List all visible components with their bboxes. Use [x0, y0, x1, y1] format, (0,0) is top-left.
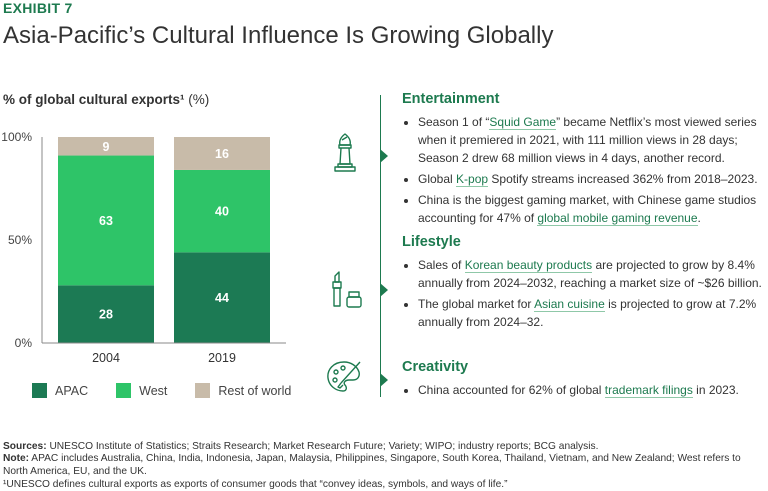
- legend-swatch: [32, 383, 47, 398]
- data-label: 28: [99, 308, 113, 322]
- bar-segment-west: [174, 169, 270, 253]
- bullet-item: Season 1 of “Squid Game” became Netflix’…: [418, 113, 764, 167]
- bullet-text: Season 1 of “: [418, 115, 490, 129]
- y-tick-label: 50%: [8, 233, 32, 247]
- lifestyle-arrow-icon: [380, 283, 388, 297]
- bullet-text: in 2023.: [692, 383, 739, 397]
- bullet-item: The global market for Asian cuisine is p…: [418, 295, 764, 331]
- bar-segment-rest-of-world: [58, 137, 154, 156]
- entertainment-arrow-icon: [380, 149, 388, 163]
- footer-footnote: ¹UNESCO defines cultural exports as expo…: [3, 479, 508, 490]
- section-title: Entertainment: [402, 91, 500, 107]
- bar-segment-west: [58, 155, 154, 286]
- bullet-item: China accounted for 62% of global tradem…: [418, 381, 764, 399]
- bullet-list: Sales of Korean beauty products are proj…: [402, 256, 764, 331]
- data-label: 63: [99, 214, 113, 228]
- legend-label: West: [139, 383, 168, 398]
- footer-note: Note: APAC includes Australia, China, In…: [3, 452, 765, 478]
- sources-label: Sources:: [3, 441, 47, 452]
- note-label: Note:: [3, 453, 30, 464]
- chart-title: % of global cultural exports¹ (%): [3, 92, 209, 107]
- x-tick-label: 2004: [92, 351, 120, 365]
- bullet-text: ” became Netflix’s most viewed series wh…: [418, 115, 757, 165]
- legend-label: Rest of world: [218, 383, 292, 398]
- bullet-text: China is the biggest gaming market, with…: [418, 193, 757, 225]
- legend-label: APAC: [55, 383, 89, 398]
- bullet-text: Sales of: [418, 258, 465, 272]
- legend-item: Rest of world: [195, 383, 291, 398]
- bullet-item: Sales of Korean beauty products are proj…: [418, 256, 764, 292]
- bullet-text: Spotify streams increased 362% from 2018…: [488, 172, 758, 186]
- highlight-link[interactable]: global mobile gaming revenue: [537, 211, 698, 226]
- data-label: 9: [103, 140, 110, 154]
- bullet-item: China is the biggest gaming market, with…: [418, 191, 764, 227]
- footer-sources: Sources: UNESCO Institute of Statistics;…: [3, 440, 765, 453]
- creativity-arrow-icon: [380, 373, 388, 387]
- legend-item: West: [116, 383, 167, 398]
- bar-segment-apac: [58, 285, 154, 343]
- bullet-text: is projected to grow at 7.2% annually fr…: [418, 297, 757, 329]
- section-title: Creativity: [402, 359, 469, 375]
- chart-title-unit: (%): [188, 92, 210, 107]
- data-label: 44: [215, 291, 229, 305]
- chart-title-text: % of global cultural exports¹: [3, 92, 185, 107]
- section-divider: [380, 95, 381, 397]
- section-creativity: Creativity China accounted for 62% of gl…: [402, 359, 764, 402]
- bar-segment-rest-of-world: [174, 137, 270, 170]
- section-lifestyle: Lifestyle Sales of Korean beauty product…: [402, 234, 764, 334]
- y-tick-label: 100%: [1, 130, 32, 144]
- highlight-link[interactable]: trademark filings: [604, 383, 693, 398]
- highlight-link[interactable]: K-pop: [456, 172, 489, 187]
- sources-text: UNESCO Institute of Statistics; Straits …: [46, 441, 599, 452]
- x-tick-label: 2019: [208, 351, 236, 365]
- stacked-bar-chart: 0% 50% 100% 28 63 9 2004 44 40 16 2019: [1, 130, 286, 365]
- bullet-list: China accounted for 62% of global tradem…: [402, 381, 764, 399]
- legend-swatch: [195, 383, 211, 398]
- palette-icon: [327, 361, 361, 392]
- chess-piece-icon: [334, 133, 356, 172]
- section-entertainment: Entertainment Season 1 of “Squid Game” b…: [402, 91, 764, 230]
- highlight-link[interactable]: Squid Game: [489, 115, 557, 130]
- section-title: Lifestyle: [402, 234, 461, 250]
- chart-legend: APAC West Rest of world: [32, 383, 319, 398]
- y-tick-label: 0%: [15, 336, 33, 350]
- cosmetics-icon: [332, 271, 362, 308]
- bullet-item: Global K-pop Spotify streams increased 3…: [418, 170, 764, 188]
- bullet-text: The global market for: [418, 297, 535, 311]
- bullet-text: are projected to grow by 8.4% annually f…: [418, 258, 762, 290]
- bullet-list: Season 1 of “Squid Game” became Netflix’…: [402, 113, 764, 227]
- bullet-text: Global: [418, 172, 457, 186]
- data-label: 40: [215, 205, 229, 219]
- bullet-text: China accounted for 62% of global: [418, 383, 605, 397]
- legend-swatch: [116, 383, 132, 398]
- bar-segment-apac: [174, 252, 270, 343]
- data-label: 16: [215, 147, 229, 161]
- page-title: Asia-Pacific’s Cultural Influence Is Gro…: [3, 22, 554, 49]
- exhibit-label: EXHIBIT 7: [3, 0, 73, 16]
- highlight-link[interactable]: Korean beauty products: [464, 258, 593, 273]
- bullet-text: .: [697, 211, 701, 225]
- note-text: APAC includes Australia, China, India, I…: [3, 453, 741, 477]
- highlight-link[interactable]: Asian cuisine: [534, 297, 605, 312]
- legend-item: APAC: [32, 383, 88, 398]
